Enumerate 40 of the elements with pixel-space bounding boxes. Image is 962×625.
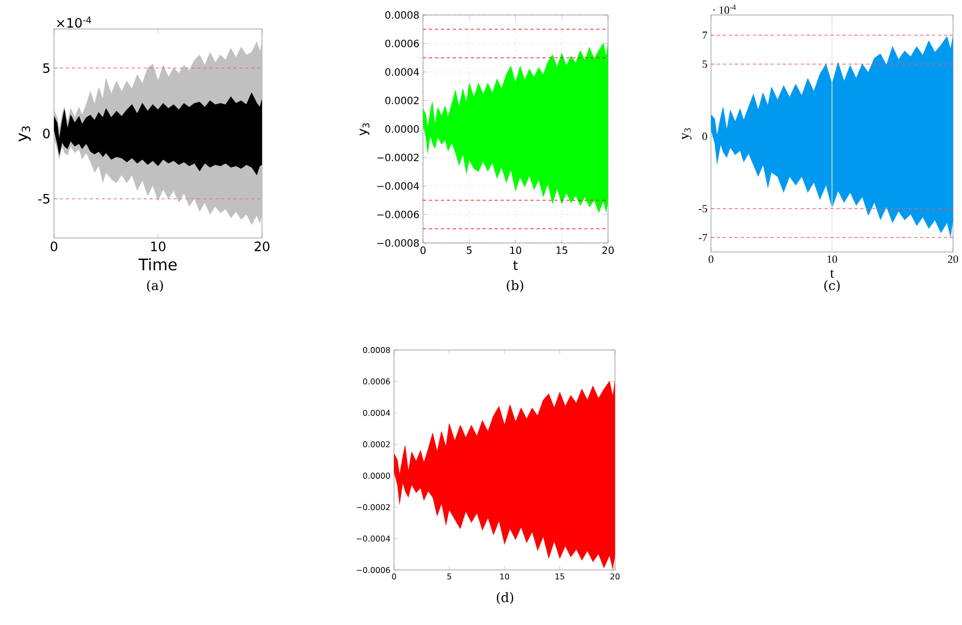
x-axis-title: Time — [138, 258, 177, 270]
x-tick-label: 0 — [708, 256, 714, 263]
y-axis-title: y$_{3}$ — [682, 128, 692, 140]
x-axis-title: t — [830, 270, 834, 278]
y-tick-label: 0 — [702, 132, 708, 140]
y-tick-label: 0.0008 — [385, 11, 419, 19]
y-tick-label: 0.0000 — [385, 125, 419, 133]
text: (a) — [147, 280, 163, 292]
y-tick-label: 0.0002 — [385, 96, 418, 104]
y-tick-label: -5 — [698, 204, 708, 212]
x-tick-label: 10 — [828, 256, 838, 263]
x-tick-label: 20 — [602, 246, 614, 254]
y-tick-label: 0.0006 — [385, 40, 419, 48]
y-tick-label: 5 — [702, 60, 708, 68]
x-tick-label: 15 — [556, 246, 568, 254]
y-tick-label: 0 — [43, 128, 50, 138]
x-tick-label: 5 — [466, 246, 472, 254]
x-tick-label: 10 — [151, 242, 166, 252]
y-tick-label: −0.0002 — [377, 154, 418, 162]
y-tick-label: -5 — [38, 194, 50, 204]
text: (b) — [506, 280, 524, 292]
y-tick-label: 0.0004 — [385, 68, 419, 76]
text: ×10$^{-4}$ — [56, 16, 92, 28]
x-tick-label: 0 — [50, 242, 58, 252]
text: (c) — [824, 280, 840, 292]
text: (d) — [496, 592, 514, 604]
x-tick-label: 0 — [420, 246, 426, 254]
y-tick-label: −0.0008 — [377, 239, 419, 247]
x-tick-label: 20 — [948, 256, 958, 263]
x-axis-title: t — [513, 260, 518, 270]
y-axis-title: y$_{3}$ — [360, 123, 370, 136]
x-tick-label: 10 — [510, 246, 522, 254]
y-tick-label: -7 — [698, 234, 708, 242]
y-tick-label: −0.0004 — [377, 182, 419, 190]
text: · 10$^{-4}$ — [713, 4, 736, 14]
y-tick-label: 5 — [43, 63, 50, 73]
y-tick-label: −0.0006 — [377, 210, 419, 218]
y-axis-title: y$_{3}$ — [18, 126, 31, 142]
x-tick-label: 20 — [254, 242, 270, 252]
y-tick-label: 7 — [702, 32, 708, 39]
